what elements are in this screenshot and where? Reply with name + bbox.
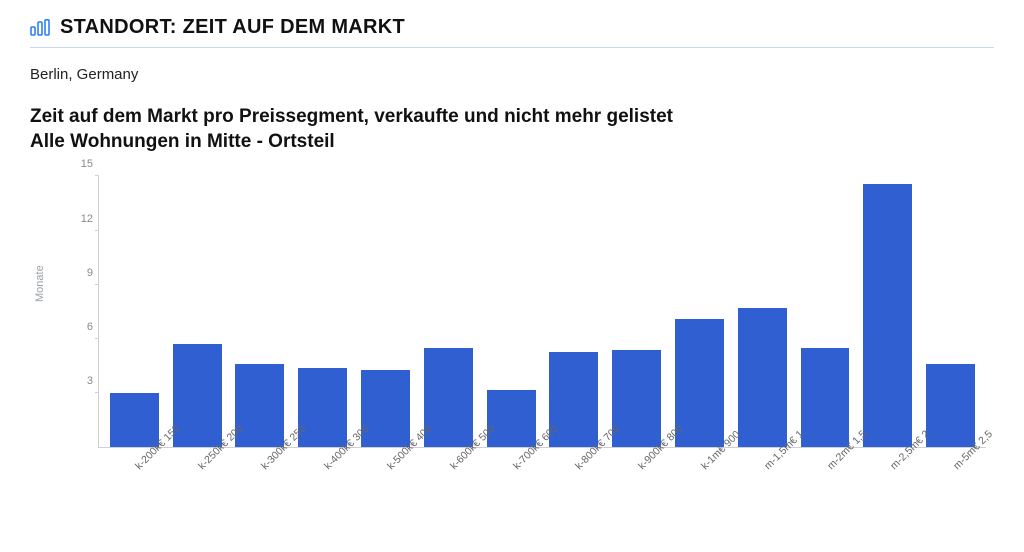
bar — [487, 390, 536, 448]
chart-title-line1: Zeit auf dem Markt pro Preissegment, ver… — [30, 106, 673, 127]
chart-title-line2: Alle Wohnungen in Mitte - Ortsteil — [30, 131, 335, 152]
bar — [110, 393, 159, 447]
bar-slot — [856, 176, 919, 447]
bar-slot — [542, 176, 605, 447]
y-tick-label: 15 — [67, 158, 93, 170]
bar — [738, 308, 787, 447]
y-tick-label: 6 — [67, 321, 93, 333]
section-header: STANDORT: ZEIT AUF DEM MARKT — [30, 16, 994, 48]
y-tick-label: 9 — [67, 267, 93, 279]
bar — [361, 370, 410, 448]
plot-area: 3691215 — [98, 176, 986, 448]
bar-slot — [417, 176, 480, 447]
bar-slot — [166, 176, 229, 447]
bar — [926, 364, 975, 447]
bar-slot — [794, 176, 857, 447]
bar-slot — [354, 176, 417, 447]
bar-slot — [291, 176, 354, 447]
bar — [801, 348, 850, 447]
bar — [298, 368, 347, 447]
bar-slot — [919, 176, 982, 447]
bar-chart-icon — [30, 19, 50, 37]
location-label: Berlin, Germany — [30, 66, 994, 83]
bar-slot — [731, 176, 794, 447]
bar-slot — [103, 176, 166, 447]
y-tick-label: 12 — [67, 213, 93, 225]
chart-title: Zeit auf dem Markt pro Preissegment, ver… — [30, 105, 994, 154]
bars-container — [99, 176, 986, 447]
bar-slot — [480, 176, 543, 447]
bar-slot — [605, 176, 668, 447]
x-labels: 150 €k-200k200 €k-250k250 €k-300k300 €k-… — [98, 454, 986, 534]
bar — [235, 364, 284, 447]
y-axis-label: Monate — [34, 266, 46, 303]
section-title: STANDORT: ZEIT AUF DEM MARKT — [60, 16, 405, 39]
bar — [863, 184, 912, 448]
chart: Monate 3691215 150 €k-200k200 €k-250k250… — [30, 172, 994, 542]
bar-slot — [668, 176, 731, 447]
bar-slot — [229, 176, 292, 447]
y-tick-label: 3 — [67, 375, 93, 387]
